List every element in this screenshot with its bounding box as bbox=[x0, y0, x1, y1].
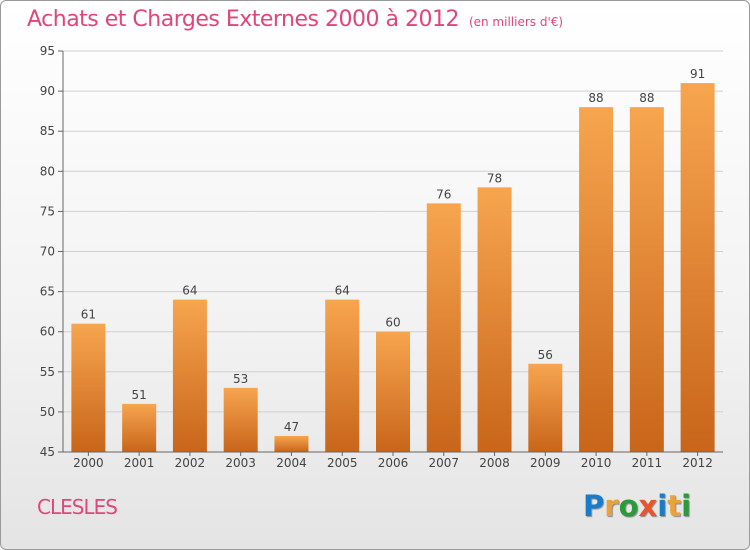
bar-2009 bbox=[528, 363, 563, 452]
bar-2004 bbox=[274, 435, 309, 452]
chart-title-text: Achats et Charges Externes 2000 à 2012 bbox=[27, 7, 459, 32]
y-tick-label: 75 bbox=[40, 204, 55, 218]
x-tick-label-2007: 2007 bbox=[428, 456, 459, 470]
data-labels: 61 51 64 53 47 64 60 76 78 56 88 88 91 bbox=[81, 67, 706, 434]
chart-title: Achats et Charges Externes 2000 à 2012 (e… bbox=[27, 7, 563, 32]
data-label-2010: 88 bbox=[588, 91, 603, 105]
commune-name: CLESLES bbox=[37, 495, 118, 519]
x-tick-label-2002: 2002 bbox=[175, 456, 206, 470]
bar-2002 bbox=[172, 299, 207, 452]
logo-letter: i bbox=[657, 489, 668, 523]
bar-2007 bbox=[426, 203, 461, 452]
y-tick-label: 90 bbox=[40, 84, 55, 98]
logo-letter: t bbox=[667, 489, 682, 523]
y-tick-label: 95 bbox=[40, 44, 55, 58]
x-tick-label-2000: 2000 bbox=[73, 456, 104, 470]
x-tick-label-2003: 2003 bbox=[225, 456, 256, 470]
data-label-2000: 61 bbox=[81, 308, 96, 322]
data-label-2007: 76 bbox=[436, 187, 451, 201]
bar-2010 bbox=[579, 107, 614, 452]
x-tick-label-2008: 2008 bbox=[479, 456, 510, 470]
data-label-2012: 91 bbox=[690, 67, 705, 81]
proxiti-logo[interactable]: Proxiti bbox=[583, 489, 691, 523]
data-label-2011: 88 bbox=[639, 91, 654, 105]
x-tick-label-2011: 2011 bbox=[632, 456, 663, 470]
x-tick-label-2004: 2004 bbox=[276, 456, 307, 470]
bar-2012 bbox=[680, 83, 715, 452]
logo-letter: r bbox=[604, 489, 619, 523]
x-tick-label-2006: 2006 bbox=[378, 456, 409, 470]
bar-2011 bbox=[629, 107, 664, 452]
y-tick-label: 55 bbox=[40, 365, 55, 379]
x-tick-label-2010: 2010 bbox=[581, 456, 612, 470]
x-tick-label-2009: 2009 bbox=[530, 456, 561, 470]
bar-2000 bbox=[71, 323, 106, 452]
bar-2003 bbox=[223, 387, 258, 452]
y-tick-label: 50 bbox=[40, 405, 55, 419]
bar-2005 bbox=[325, 299, 360, 452]
bar-2001 bbox=[122, 403, 157, 452]
y-tick-label: 45 bbox=[40, 445, 55, 459]
data-label-2004: 47 bbox=[284, 420, 299, 434]
data-label-2009: 56 bbox=[538, 348, 553, 362]
data-label-2002: 64 bbox=[182, 284, 197, 298]
data-label-2006: 60 bbox=[385, 316, 400, 330]
y-tick-label: 70 bbox=[40, 245, 55, 259]
logo-letter: o bbox=[618, 489, 639, 523]
logo-letter: x bbox=[638, 489, 658, 523]
bars bbox=[71, 83, 715, 452]
y-tick-label: 80 bbox=[40, 164, 55, 178]
data-label-2003: 53 bbox=[233, 372, 248, 386]
bar-2006 bbox=[376, 331, 410, 452]
data-label-2005: 64 bbox=[335, 284, 350, 298]
bar-2008 bbox=[477, 187, 512, 452]
x-tick-label-2012: 2012 bbox=[682, 456, 713, 470]
logo-letter: i bbox=[681, 489, 692, 523]
y-axis: 45 50 55 60 65 70 75 80 85 90 95 bbox=[40, 44, 64, 459]
data-label-2001: 51 bbox=[132, 388, 147, 402]
x-axis: 2000 2001 2002 2003 2004 2005 2006 2007 2008 2009… bbox=[63, 451, 723, 470]
y-tick-label: 60 bbox=[40, 325, 55, 339]
x-tick-label-2005: 2005 bbox=[327, 456, 358, 470]
y-tick-label: 65 bbox=[40, 285, 55, 299]
logo-letter: P bbox=[583, 489, 605, 523]
x-tick-label-2001: 2001 bbox=[124, 456, 155, 470]
data-label-2008: 78 bbox=[487, 171, 502, 185]
y-tick-label: 85 bbox=[40, 124, 55, 138]
chart-subtitle: (en milliers d'€) bbox=[468, 15, 564, 29]
